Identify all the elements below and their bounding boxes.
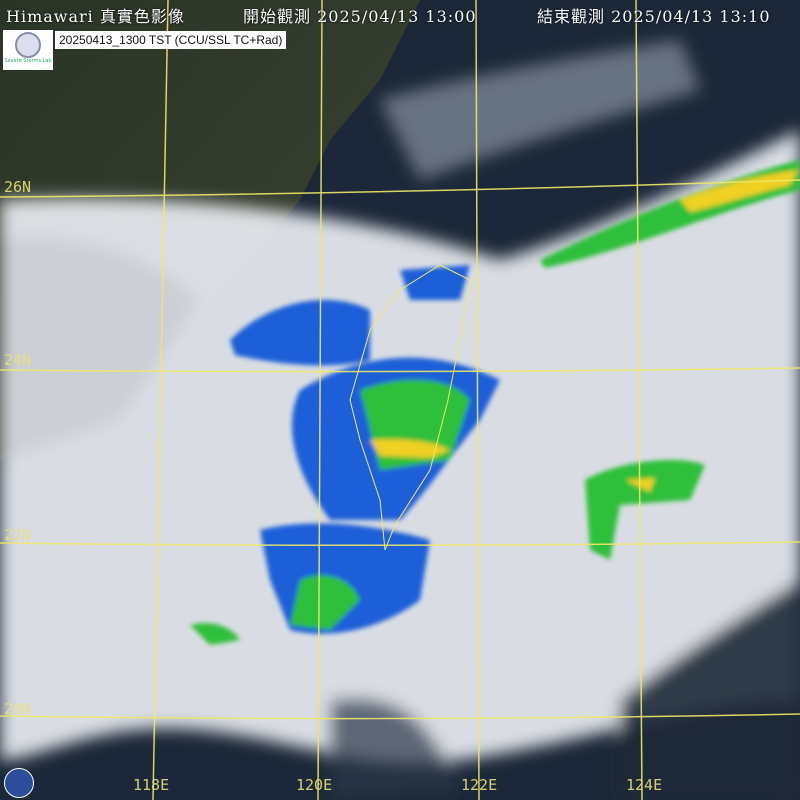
- product-title: Himawari 真實色影像: [6, 7, 185, 26]
- lon-label-124e: 124E: [626, 776, 663, 794]
- lat-22n-line: [0, 541, 800, 547]
- timestamp-caption: 20250413_1300 TST (CCU/SSL TC+Rad): [55, 31, 287, 49]
- cwa-logo: [4, 768, 34, 798]
- lat-20n-line: [0, 713, 800, 720]
- lat-24n-line: [0, 367, 800, 373]
- lat-label-22n: 22N: [4, 526, 32, 544]
- start-time: 2025/04/13 13:00: [317, 7, 477, 26]
- ssl-logo: Severe Storms Lab: [3, 30, 53, 70]
- lon-122e-line: [475, 0, 480, 800]
- lon-label-122e: 122E: [461, 776, 498, 794]
- taiwan-coastline: [349, 264, 471, 551]
- end-observation: 結束觀測 2025/04/13 13:10: [537, 3, 771, 27]
- start-observation: 開始觀測 2025/04/13 13:00: [243, 3, 477, 27]
- lat-label-20n: 20N: [4, 700, 32, 718]
- end-time: 2025/04/13 13:10: [611, 7, 771, 26]
- lon-120e-line: [317, 0, 323, 800]
- start-label: 開始觀測: [243, 7, 312, 26]
- lon-label-118e: 118E: [133, 776, 170, 794]
- lon-124e-line: [635, 0, 643, 800]
- end-label: 結束觀測: [537, 7, 606, 26]
- ssl-logo-text: Severe Storms Lab: [4, 58, 52, 64]
- lon-118e-line: [152, 0, 169, 800]
- lat-label-24n: 24N: [4, 351, 32, 369]
- lon-label-120e: 120E: [296, 776, 333, 794]
- lat-26n-line: [0, 179, 800, 198]
- lat-label-26n: 26N: [4, 178, 32, 196]
